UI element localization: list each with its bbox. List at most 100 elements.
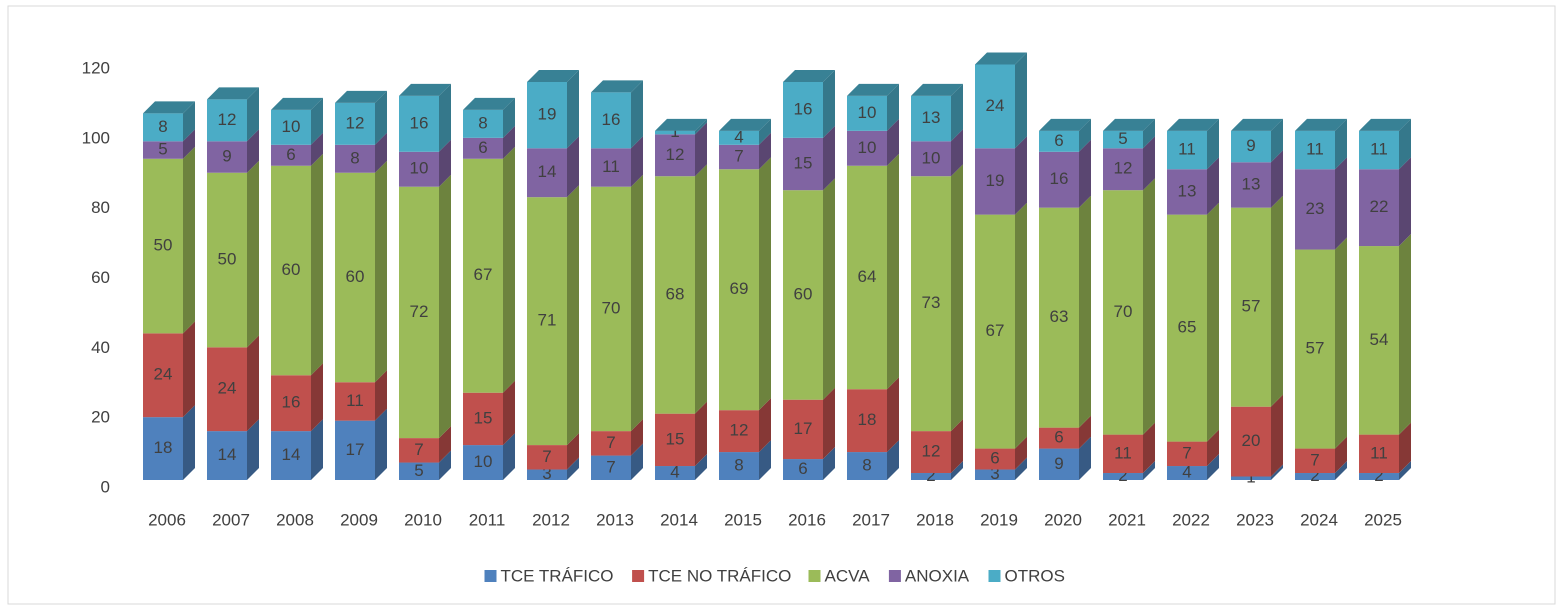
data-label: 16 — [794, 99, 813, 118]
bar — [1039, 130, 1079, 152]
bar — [655, 176, 695, 414]
data-label: 5 — [414, 461, 423, 480]
bar-top — [719, 118, 771, 131]
legend-swatch — [632, 570, 645, 582]
bar — [975, 214, 1015, 449]
bar-side — [1271, 118, 1283, 163]
bar — [399, 186, 439, 439]
bar — [1039, 151, 1079, 208]
data-label: 14 — [282, 445, 301, 464]
x-tick-label: 2008 — [276, 510, 314, 529]
data-label: 71 — [538, 311, 557, 330]
bar — [271, 375, 311, 432]
bar-side — [503, 380, 515, 446]
bar — [847, 95, 887, 131]
data-label: 10 — [858, 103, 877, 122]
bar — [719, 144, 759, 170]
data-label: 15 — [666, 429, 685, 448]
data-label: 60 — [794, 284, 813, 303]
data-label: 1 — [1246, 468, 1255, 487]
legend-label: ACVA — [825, 566, 871, 585]
bar — [335, 172, 375, 383]
data-label: 64 — [858, 267, 877, 286]
bar — [719, 410, 759, 453]
data-label: 4 — [1182, 463, 1191, 482]
bar-side — [1015, 136, 1027, 215]
bar — [591, 431, 631, 456]
bar-top — [527, 69, 579, 82]
bar — [399, 462, 439, 480]
bar-side — [1015, 436, 1027, 470]
bar — [847, 452, 887, 480]
data-label: 15 — [474, 408, 493, 427]
bar-side — [439, 139, 451, 187]
data-label: 23 — [1306, 199, 1325, 218]
bar-side — [375, 408, 387, 480]
data-label: 6 — [798, 459, 807, 478]
bar — [271, 165, 311, 376]
bar-side — [567, 136, 579, 198]
bar — [207, 172, 247, 348]
bar-side — [1399, 461, 1411, 480]
x-tick-label: 2024 — [1300, 510, 1338, 529]
bar-side — [1015, 202, 1027, 449]
bar — [591, 148, 631, 187]
bar-side — [311, 419, 323, 480]
bar-side — [375, 90, 387, 145]
bar-top — [911, 83, 963, 96]
bar — [783, 190, 823, 400]
data-label: 20 — [1242, 431, 1261, 450]
data-label: 1 — [670, 122, 679, 141]
bar-top — [271, 97, 323, 110]
bar — [399, 151, 439, 187]
bar-side — [183, 129, 195, 159]
data-label: 11 — [1178, 140, 1196, 159]
legend-swatch — [808, 570, 821, 582]
x-tick-label: 2006 — [148, 510, 186, 529]
data-label: 9 — [1246, 136, 1255, 155]
bar — [1295, 169, 1335, 250]
data-label: 22 — [1370, 197, 1389, 216]
bar-side — [1207, 157, 1219, 215]
data-label: 5 — [158, 140, 167, 159]
bar — [783, 137, 823, 191]
x-tick-label: 2009 — [340, 510, 378, 529]
bar-top — [1103, 118, 1155, 131]
bar-side — [1079, 139, 1091, 208]
data-label: 24 — [154, 365, 173, 384]
data-label: 8 — [734, 456, 743, 475]
data-label: 5 — [1118, 129, 1127, 148]
bar-side — [1079, 118, 1091, 152]
bar — [527, 148, 567, 198]
bar-side — [823, 447, 835, 480]
bar-side — [183, 405, 195, 480]
bar — [1359, 434, 1399, 474]
bar-side — [823, 178, 835, 400]
bar-side — [1335, 436, 1347, 474]
bar-side — [1271, 464, 1283, 480]
data-label: 2 — [1374, 466, 1383, 485]
data-label: 14 — [538, 162, 557, 181]
x-tick-label: 2016 — [788, 510, 826, 529]
bar — [207, 431, 247, 480]
data-label: 24 — [218, 379, 237, 398]
bar-side — [695, 122, 707, 177]
x-tick-label: 2015 — [724, 510, 762, 529]
data-label: 19 — [538, 105, 557, 124]
data-label: 57 — [1242, 297, 1261, 316]
bar — [207, 99, 247, 142]
bar-side — [567, 433, 579, 470]
bar — [1167, 130, 1207, 170]
y-tick-label: 100 — [82, 128, 110, 147]
y-tick-label: 0 — [101, 477, 110, 496]
x-tick-label: 2014 — [660, 510, 698, 529]
data-label: 7 — [1182, 443, 1191, 462]
data-label: 72 — [410, 302, 429, 321]
bar-side — [567, 185, 579, 446]
data-label: 11 — [602, 157, 620, 176]
data-label: 67 — [986, 321, 1005, 340]
bar — [1231, 406, 1271, 477]
bar — [527, 469, 567, 480]
data-label: 50 — [154, 236, 173, 255]
